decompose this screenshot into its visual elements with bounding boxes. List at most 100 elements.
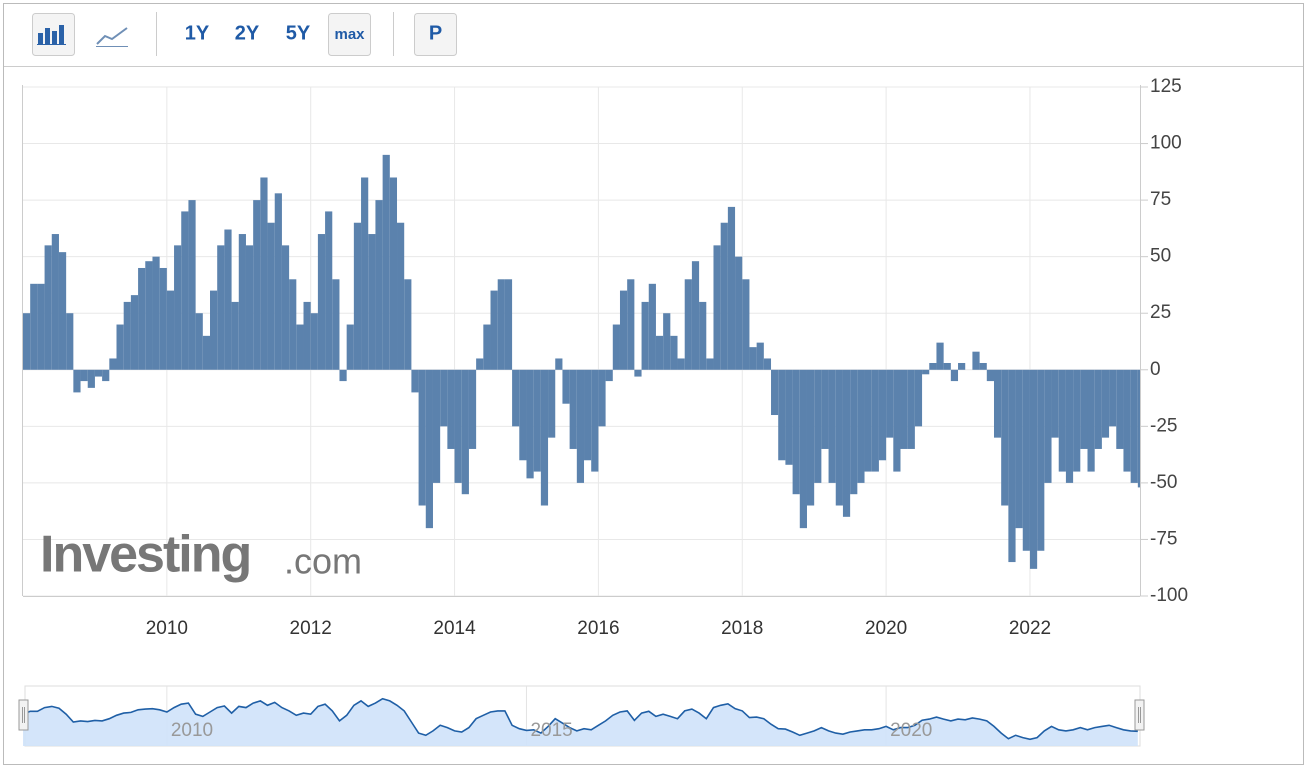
bar [548, 369, 556, 438]
bar [1116, 369, 1124, 449]
bar [274, 193, 282, 370]
navigator-area [23, 698, 1138, 746]
bar [605, 369, 613, 382]
bar [727, 206, 736, 370]
bar [73, 369, 81, 393]
x-tick-label: 2020 [865, 618, 907, 639]
bar [159, 267, 167, 370]
line-chart-button[interactable] [96, 27, 128, 47]
bar [922, 369, 930, 375]
bar [562, 369, 570, 404]
y-tick-label: -50 [1150, 472, 1177, 493]
bar [440, 369, 448, 427]
bar [411, 369, 419, 393]
bar [231, 301, 239, 370]
bar [1051, 369, 1059, 438]
bar [713, 245, 721, 370]
bar [476, 358, 484, 370]
bar [591, 369, 599, 472]
bar [461, 369, 469, 495]
bar [907, 369, 915, 449]
bar [188, 200, 196, 370]
bar [576, 369, 585, 483]
bar [706, 358, 714, 370]
bar [296, 324, 304, 370]
bar [612, 324, 620, 370]
watermark-brand: Investing [40, 526, 250, 584]
bar [468, 369, 477, 449]
bar [152, 256, 160, 370]
bar [1058, 369, 1066, 472]
bar [799, 369, 807, 529]
x-tick-label: 2010 [146, 618, 188, 639]
range-button[interactable]: max [334, 26, 365, 43]
bar [490, 290, 498, 370]
bar [857, 369, 865, 483]
y-tick-label: 125 [1150, 76, 1182, 97]
bar [1044, 369, 1052, 483]
bar [1037, 369, 1045, 551]
bar [1109, 369, 1117, 427]
bar [346, 324, 354, 370]
bar [619, 290, 628, 370]
y-tick-label: -25 [1150, 415, 1177, 436]
bar [655, 335, 664, 370]
bar [742, 279, 750, 370]
y-tick-label: -100 [1150, 585, 1188, 606]
bar [368, 234, 376, 370]
range-button[interactable]: 2Y [235, 22, 260, 44]
bar [497, 279, 505, 370]
bar [210, 290, 218, 370]
bar [123, 301, 131, 370]
bar [425, 369, 433, 529]
bar [1065, 369, 1074, 483]
bar [317, 234, 326, 370]
max-button-box[interactable] [328, 13, 371, 56]
bar [893, 369, 901, 472]
bar [943, 362, 951, 370]
bar [130, 295, 139, 370]
navigator-handle[interactable] [18, 699, 29, 731]
bar [641, 301, 649, 370]
bar [109, 358, 117, 370]
bar [958, 362, 966, 370]
y-tick-label: 100 [1150, 133, 1182, 154]
bar [447, 369, 455, 449]
bar [116, 324, 124, 370]
bar [181, 211, 189, 370]
navigator: 2010 2015 2020 [18, 685, 1145, 747]
bar [30, 283, 38, 370]
navigator-handle[interactable] [1134, 699, 1145, 731]
navigator-line [22, 697, 1138, 741]
bar [483, 324, 491, 370]
bar [102, 369, 110, 382]
bar [375, 200, 383, 370]
range-button[interactable]: 5Y [286, 22, 311, 44]
p-button[interactable]: P [429, 22, 442, 44]
x-tick-label: 2018 [721, 618, 763, 639]
bar [418, 369, 426, 506]
bar [267, 222, 275, 370]
bar [519, 369, 527, 461]
bar [397, 222, 405, 370]
p-button-box[interactable] [414, 13, 457, 56]
bar-chart-button[interactable] [32, 13, 75, 56]
y-tick-label: -75 [1150, 528, 1177, 549]
x-tick-label: 2014 [433, 618, 476, 639]
bar [814, 369, 822, 483]
bar [504, 279, 513, 370]
bar [785, 369, 793, 465]
bar [526, 369, 534, 479]
navigator-label: 2015 [530, 720, 572, 741]
y-tick-label: 0 [1150, 359, 1161, 380]
range-button[interactable]: 1Y [185, 22, 210, 44]
bar [1101, 369, 1110, 438]
bar [1001, 369, 1009, 506]
bar [634, 369, 642, 377]
bar [260, 177, 268, 370]
bar [94, 369, 103, 377]
bar [986, 369, 994, 382]
bar [245, 245, 254, 370]
bar [627, 279, 635, 370]
